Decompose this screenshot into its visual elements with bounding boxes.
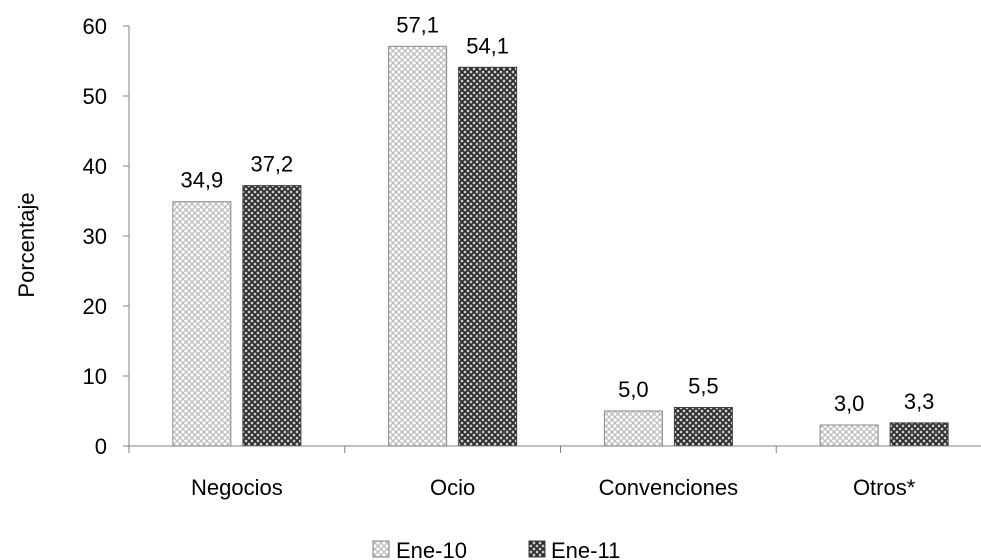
- y-tick-label: 60: [83, 14, 107, 39]
- bar-ene-11-2: [673, 407, 733, 447]
- bar-ene-10-3: [819, 424, 879, 447]
- data-label: 3,0: [834, 391, 865, 416]
- data-label: 34,9: [180, 168, 223, 193]
- y-tick-label: 0: [95, 434, 107, 459]
- y-tick-label: 20: [83, 294, 107, 319]
- legend-label-ene-11: Ene-11: [551, 538, 620, 560]
- y-tick-label: 50: [83, 84, 107, 109]
- y-tick-label: 10: [83, 364, 107, 389]
- y-tick-label: 40: [83, 154, 107, 179]
- data-label: 3,3: [904, 389, 935, 414]
- x-tick-label: Negocios: [191, 475, 283, 500]
- y-tick-label: 30: [83, 224, 107, 249]
- data-label: 37,2: [250, 152, 293, 177]
- bar-ene-10-1: [388, 45, 448, 447]
- data-label: 57,1: [396, 12, 439, 37]
- data-label: 5,0: [618, 377, 649, 402]
- legend: Ene-10 Ene-11: [372, 538, 620, 560]
- x-tick-label: Convenciones: [599, 475, 738, 500]
- x-tick-label: Ocio: [430, 475, 475, 500]
- bars: [172, 45, 949, 447]
- bar-ene-10-0: [172, 201, 232, 447]
- y-axis-label: Porcentaje: [14, 192, 39, 297]
- data-label: 54,1: [466, 33, 509, 58]
- data-label: 5,5: [688, 374, 719, 399]
- bar-ene-11-3: [889, 422, 949, 447]
- x-tick-label: Otros*: [853, 475, 916, 500]
- bar-ene-10-2: [603, 410, 663, 447]
- bar-ene-11-1: [458, 66, 518, 447]
- bar-ene-11-0: [242, 185, 302, 447]
- data-labels: 34,9 57,1 5,0 3,0 37,2 54,1 5,5 3,3: [180, 12, 934, 416]
- legend-swatch-ene-10: [372, 540, 390, 558]
- legend-swatch-ene-11: [528, 540, 546, 558]
- y-axis-ticks: 0 10 20 30 40 50 60: [83, 14, 129, 459]
- legend-label-ene-10: Ene-10: [396, 538, 467, 560]
- x-axis-ticks: Negocios Ocio Convenciones Otros*: [128, 446, 916, 500]
